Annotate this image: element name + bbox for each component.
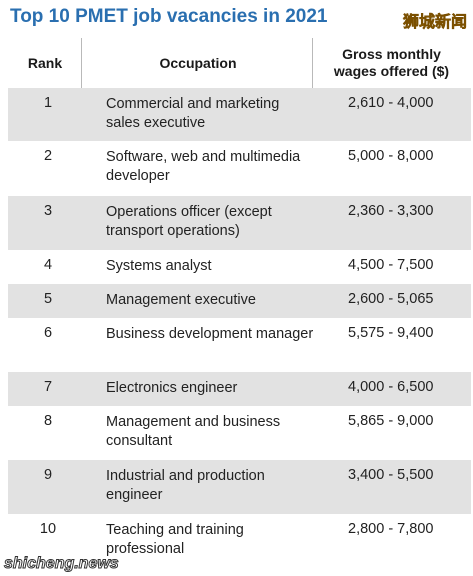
cell-rank: 7	[43, 379, 53, 395]
cell-wages: 3,400 - 5,500	[348, 467, 434, 483]
header-wages: Gross monthly wages offered ($)	[314, 38, 469, 88]
table-row: 10 Teaching and training professional 2,…	[8, 514, 471, 574]
table-row: 2 Software, web and multimedia developer…	[8, 141, 471, 196]
header-wages-line1: Gross monthly	[342, 46, 441, 62]
cell-rank: 5	[43, 291, 53, 307]
cell-occupation: Commercial and marketing sales executive	[106, 96, 280, 131]
table-row: 6 Business development manager 5,575 - 9…	[8, 318, 471, 372]
cell-wages: 2,610 - 4,000	[348, 95, 434, 111]
table-row: 3 Operations officer (except transport o…	[8, 196, 471, 250]
table-row: 1 Commercial and marketing sales executi…	[8, 88, 471, 141]
table-row: 8 Management and business consultant 5,8…	[8, 406, 471, 460]
cell-wages: 5,575 - 9,400	[348, 325, 434, 341]
cell-occupation: Industrial and production engineer	[106, 468, 265, 503]
cell-occupation: Business development manager	[106, 326, 314, 342]
cell-occupation: Systems analyst	[106, 258, 212, 274]
header-wages-line2: wages offered ($)	[333, 63, 450, 79]
cell-occupation: Teaching and training professional	[106, 522, 244, 557]
cell-occupation: Electronics engineer	[106, 380, 238, 396]
cell-rank: 6	[43, 325, 53, 341]
cell-wages: 4,000 - 6,500	[348, 379, 434, 395]
cell-wages: 2,800 - 7,800	[348, 521, 434, 537]
cell-rank: 4	[43, 257, 53, 273]
watermark-site: shicheng.news	[4, 555, 120, 573]
cell-occupation: Management executive	[106, 292, 256, 308]
cell-rank: 2	[43, 148, 53, 164]
cell-rank: 10	[39, 521, 57, 537]
table-row: 5 Management executive 2,600 - 5,065	[8, 284, 471, 318]
cell-rank: 8	[43, 413, 53, 429]
cell-wages: 2,360 - 3,300	[348, 203, 434, 219]
page-title: Top 10 PMET job vacancies in 2021	[10, 6, 328, 27]
table-row: 9 Industrial and production engineer 3,4…	[8, 460, 471, 514]
cell-rank: 9	[43, 467, 53, 483]
table-header: Rank Occupation Gross monthly wages offe…	[0, 38, 473, 88]
table-row: 7 Electronics engineer 4,000 - 6,500	[8, 372, 471, 406]
header-occupation: Occupation	[159, 54, 237, 71]
cell-occupation: Management and business consultant	[106, 414, 281, 449]
cell-wages: 5,865 - 9,000	[348, 413, 434, 429]
watermark-logo-top: 狮城新闻	[402, 14, 468, 32]
cell-wages: 2,600 - 5,065	[348, 291, 434, 307]
header-divider	[81, 38, 82, 88]
header-rank: Rank	[27, 54, 63, 71]
cell-occupation: Software, web and multimedia developer	[106, 149, 301, 184]
table-row: 4 Systems analyst 4,500 - 7,500	[8, 250, 471, 284]
cell-wages: 4,500 - 7,500	[348, 257, 434, 273]
cell-wages: 5,000 - 8,000	[348, 148, 434, 164]
cell-occupation: Operations officer (except transport ope…	[106, 204, 272, 239]
cell-rank: 1	[43, 95, 53, 111]
cell-rank: 3	[43, 203, 53, 219]
header-divider	[312, 38, 313, 88]
